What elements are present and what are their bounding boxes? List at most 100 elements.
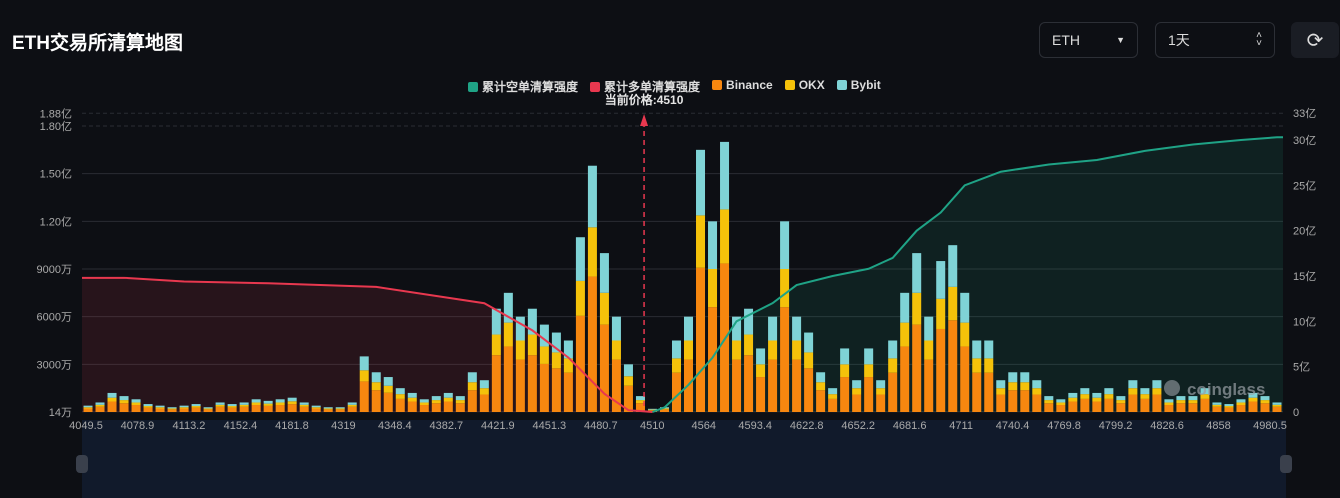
bar-binance xyxy=(95,406,105,412)
bar-okx xyxy=(347,404,357,407)
x-tick-label: 4078.9 xyxy=(121,420,155,432)
bar-binance xyxy=(1104,398,1114,412)
bar-bybit xyxy=(503,292,513,323)
bar-bybit xyxy=(227,404,237,407)
bar-bybit xyxy=(275,399,285,403)
coin-select[interactable]: ETH ▼ xyxy=(1039,22,1138,58)
watermark-logo: coinglass xyxy=(1187,380,1265,399)
short-cumulative-line xyxy=(652,136,1283,413)
bar-okx xyxy=(455,400,465,404)
bar-binance xyxy=(996,394,1006,412)
bar-bybit xyxy=(575,237,585,281)
legend-item[interactable]: OKX xyxy=(784,78,825,95)
bar-bybit xyxy=(828,388,838,395)
bar-bybit xyxy=(960,292,970,323)
bar-binance xyxy=(107,401,117,412)
bar-bybit xyxy=(1080,388,1090,395)
bar-okx xyxy=(383,385,393,393)
bar-bybit xyxy=(936,261,946,299)
bar-bybit xyxy=(563,340,573,359)
bar-binance xyxy=(1152,394,1162,412)
bar-okx xyxy=(708,269,718,308)
bar-okx xyxy=(804,352,814,369)
legend-item[interactable]: 累计多单清算强度 xyxy=(590,78,700,95)
x-tick-label: 4593.4 xyxy=(738,420,772,432)
bar-bybit xyxy=(1008,372,1018,383)
bar-okx xyxy=(840,364,850,378)
zoom-slider-handle[interactable] xyxy=(76,455,88,473)
bar-binance xyxy=(635,403,645,412)
y-right-tick-label: 10亿 xyxy=(1293,315,1316,328)
bar-binance xyxy=(359,381,369,412)
bar-okx xyxy=(323,408,333,410)
bar-binance xyxy=(1068,401,1078,412)
bar-okx xyxy=(852,388,862,395)
y-left-tick-label: 6000万 xyxy=(37,312,72,324)
bar-bybit xyxy=(95,402,105,405)
period-select[interactable]: 1天 ˄ ˅ xyxy=(1155,22,1275,58)
x-tick-label: 4564 xyxy=(691,420,715,432)
bar-binance xyxy=(1164,405,1174,412)
bar-bybit xyxy=(431,396,441,401)
bar-binance xyxy=(1200,398,1210,412)
refresh-button[interactable]: ⟳ xyxy=(1291,22,1339,58)
bar-bybit xyxy=(239,402,249,405)
bar-bybit xyxy=(744,308,754,335)
bar-okx xyxy=(107,397,117,402)
bar-binance xyxy=(575,315,585,412)
x-tick-label: 4382.7 xyxy=(430,420,464,432)
bar-bybit xyxy=(1260,396,1270,401)
bar-okx xyxy=(287,401,297,405)
bar-bybit xyxy=(816,372,826,383)
legend-item[interactable]: 累计空单清算强度 xyxy=(468,78,578,95)
bar-okx xyxy=(143,406,153,408)
bar-binance xyxy=(768,359,778,412)
bar-bybit xyxy=(1068,392,1078,398)
bar-bybit xyxy=(888,340,898,359)
period-select-value: 1天 xyxy=(1168,32,1190,48)
bar-binance xyxy=(924,359,934,412)
bar-binance xyxy=(191,407,201,412)
bar-binance xyxy=(972,372,982,412)
bar-bybit xyxy=(647,408,657,410)
legend-swatch xyxy=(784,80,795,90)
x-tick-label: 4740.4 xyxy=(996,420,1030,432)
bar-okx xyxy=(443,397,453,402)
bar-bybit xyxy=(419,399,429,403)
bar-okx xyxy=(1260,400,1270,404)
bar-bybit xyxy=(1164,399,1174,403)
y-right-tick-label: 5亿 xyxy=(1293,361,1310,374)
y-right-tick-label: 33亿 xyxy=(1293,107,1316,120)
refresh-icon: ⟳ xyxy=(1306,29,1324,52)
bar-binance xyxy=(780,307,790,412)
x-tick-label: 4181.8 xyxy=(275,420,309,432)
bar-okx xyxy=(1272,404,1282,407)
bar-binance xyxy=(1020,390,1030,412)
bar-okx xyxy=(1224,406,1234,408)
bar-okx xyxy=(251,402,261,406)
x-tick-label: 4049.5 xyxy=(69,420,103,432)
bar-bybit xyxy=(131,399,141,403)
bar-bybit xyxy=(491,308,501,335)
bar-binance xyxy=(1056,405,1066,412)
legend-item[interactable]: Binance xyxy=(712,78,773,95)
bar-binance xyxy=(443,401,453,412)
bar-okx xyxy=(960,322,970,347)
bar-okx xyxy=(936,298,946,329)
bar-bybit xyxy=(479,380,489,389)
zoom-slider-handle[interactable] xyxy=(1280,455,1292,473)
bar-bybit xyxy=(443,392,453,398)
bar-binance xyxy=(503,346,513,412)
bar-binance xyxy=(491,355,501,412)
bar-okx xyxy=(527,334,537,356)
y-right-tick-label: 0 xyxy=(1293,407,1299,419)
bar-bybit xyxy=(107,392,117,398)
legend-item[interactable]: Bybit xyxy=(836,78,881,95)
bar-okx xyxy=(551,352,561,369)
bar-binance xyxy=(467,390,477,412)
bar-bybit xyxy=(1248,392,1258,398)
bar-binance xyxy=(1080,398,1090,412)
bar-binance xyxy=(119,403,129,412)
bar-okx xyxy=(972,358,982,373)
bar-okx xyxy=(684,340,694,360)
